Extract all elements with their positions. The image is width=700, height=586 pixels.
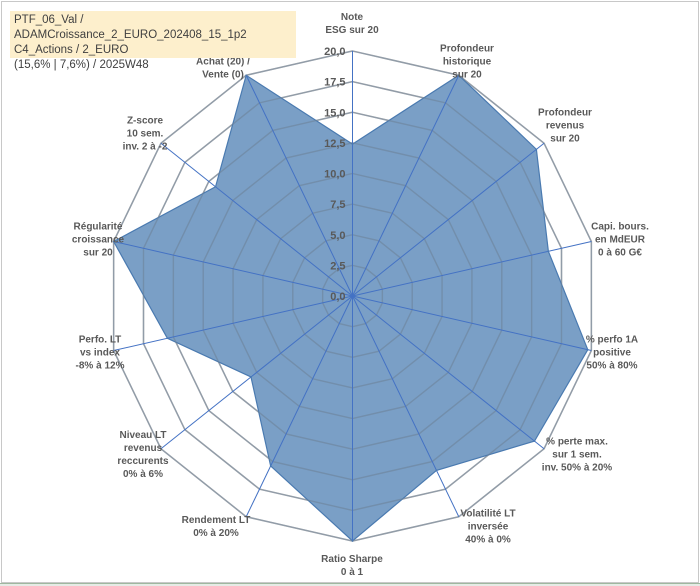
axis-label: % perte max. sur 1 sem. inv. 50% à 20% xyxy=(542,436,612,475)
axis-spoke xyxy=(245,75,353,297)
tick-label: 2,5 xyxy=(330,260,345,272)
axis-label-line: Note xyxy=(340,12,364,23)
axis-label-line: ESG sur 20 xyxy=(325,25,379,36)
tick-label: 17,5 xyxy=(324,77,345,89)
axis-label: Volatilité LT inversée 40% à 0% xyxy=(460,508,515,547)
tick-label: 15,0 xyxy=(324,107,345,119)
axis-spoke xyxy=(352,142,545,297)
axis-label-line: sur 20 xyxy=(550,133,580,145)
data-point xyxy=(112,240,115,243)
axis-label-line: 50% à 80% xyxy=(586,360,638,372)
axis-label-line: croissance xyxy=(71,234,125,246)
axis-label: Profondeur historique sur 20 xyxy=(440,43,494,82)
axis-label-line: % perfo 1A xyxy=(585,334,639,346)
axis-label-line: sur 1 sem. xyxy=(552,449,602,461)
title-line-2: C4_Actions / 2_EURO xyxy=(14,44,129,56)
data-point xyxy=(351,143,354,145)
axis-label-line: 0 à 60 G€ xyxy=(598,247,642,259)
tick-label: 5,0 xyxy=(330,230,345,242)
tick-label: 10,0 xyxy=(324,169,345,181)
title-line-3: (15,6% | 7,6%) / 2025W48 xyxy=(14,59,149,71)
chart-title-box: PTF_06_Val / ADAMCroissance_2_EURO_20240… xyxy=(10,11,296,71)
data-point xyxy=(535,148,538,151)
axis-label-line: 10 sem. xyxy=(126,128,164,140)
axis-spoke xyxy=(160,295,353,450)
axis-label: Rendement LT 0% à 20% xyxy=(182,514,251,540)
axis-label-line: Régularité xyxy=(73,221,123,233)
axis-label: Note ESG sur 20 xyxy=(325,11,378,37)
axis-label-line: positive xyxy=(593,347,631,359)
axis-label-line: Z-score xyxy=(126,115,164,127)
axis-spoke xyxy=(352,295,460,517)
axis-label-line: Vente (0) xyxy=(202,69,244,81)
axis-spoke xyxy=(245,295,353,517)
axis-label-line: Niveau LT xyxy=(119,430,167,441)
axis-spoke xyxy=(352,295,545,450)
axis-label-line: 40% à 0% xyxy=(465,534,511,546)
axis-label-line: Achat (20) / xyxy=(196,56,250,68)
axis-spoke xyxy=(113,240,353,297)
data-point xyxy=(166,337,169,340)
data-point xyxy=(250,376,252,378)
axis-label: Niveau LT revenus reccurents 0% à 6% xyxy=(117,429,168,481)
axis-label: Z-score 10 sem. inv. 2 à -2 xyxy=(123,115,168,154)
data-point xyxy=(533,440,536,442)
title-line-1: PTF_06_Val / ADAMCroissance_2_EURO_20240… xyxy=(14,14,247,41)
axis-label: Ratio Sharpe 0 à 1 xyxy=(321,553,383,579)
axis-label: Profondeur revenus sur 20 xyxy=(538,107,592,146)
axis-label-line: historique xyxy=(442,56,492,68)
axis-label: Capi. bours. en MdEUR 0 à 60 G€ xyxy=(591,221,649,260)
axis-label-line: 0% à 20% xyxy=(193,528,239,539)
axis-label-line: inv. 2 à -2 xyxy=(122,141,168,153)
axis-label-line: vs index xyxy=(79,347,121,359)
tick-label: 12,5 xyxy=(324,138,345,150)
axis-label-line: sur 20 xyxy=(452,69,482,81)
axis-spoke xyxy=(352,240,592,297)
axis-label-line: Volatilité LT xyxy=(460,508,516,520)
axis-label-line: inversée xyxy=(467,521,509,533)
axis-label-line: reccurents xyxy=(117,456,169,467)
axis-label-line: Rendement LT xyxy=(181,515,251,526)
tick-label: 20,0 xyxy=(324,46,345,58)
axis-label-line: sur 20 xyxy=(83,247,113,259)
axis-label-line: Ratio Sharpe xyxy=(321,554,383,565)
axis-spoke xyxy=(113,295,353,352)
axis-label-line: Profondeur xyxy=(538,107,592,119)
bottom-divider xyxy=(0,583,700,586)
data-point xyxy=(458,74,460,77)
axis-label-line: Perfo. LT xyxy=(78,334,122,346)
data-point xyxy=(269,465,272,467)
axis-label-line: -8% à 12% xyxy=(75,360,125,372)
axis-label-line: Capi. bours. xyxy=(591,221,649,233)
data-point xyxy=(435,469,438,472)
axis-spoke xyxy=(352,295,592,352)
axis-label-line: % perte max. xyxy=(546,436,608,448)
data-point xyxy=(586,348,589,351)
axis-label-line: inv. 50% à 20% xyxy=(541,462,613,474)
axis-label-line: Profondeur xyxy=(440,43,494,55)
axis-label-line: 0% à 6% xyxy=(122,469,164,480)
axis-spoke xyxy=(352,75,460,297)
axis-label: % perfo 1A positive 50% à 80% xyxy=(586,334,638,373)
axis-label: Régularité croissance sur 20 xyxy=(72,221,124,260)
axis-spoke xyxy=(160,142,353,297)
data-point xyxy=(547,250,550,253)
data-point xyxy=(351,540,354,542)
data-point xyxy=(214,185,217,188)
axis-label-line: en MdEUR xyxy=(594,234,645,246)
axis-label-line: 0 à 1 xyxy=(340,567,364,578)
axis-label-line: revenus xyxy=(545,120,585,132)
axis-label: Perfo. LT vs index -8% à 12% xyxy=(76,334,125,373)
data-point xyxy=(245,74,247,77)
tick-label: 7,5 xyxy=(330,199,345,211)
tick-label: 0,0 xyxy=(330,291,345,303)
axis-label-line: revenus xyxy=(123,443,163,454)
